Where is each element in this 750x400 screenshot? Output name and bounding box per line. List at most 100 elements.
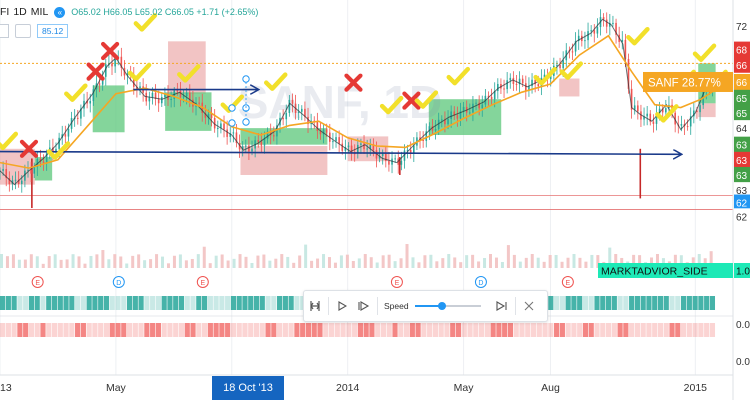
volume-bar (327, 257, 331, 268)
volume-bar (190, 258, 194, 268)
price-level-bg (734, 56, 750, 73)
event-marker-label: E (35, 280, 40, 287)
candle (304, 101, 306, 122)
play-icon[interactable] (331, 295, 353, 317)
price-level-bg (734, 89, 750, 106)
indicator-settings-box[interactable] (0, 24, 9, 38)
candle-body (381, 153, 384, 156)
collapse-legend-icon[interactable]: « (54, 6, 66, 18)
event-marker: D (112, 276, 125, 288)
candle-body (347, 145, 350, 148)
volume-bar (23, 259, 27, 268)
candle-body (226, 129, 228, 137)
volume-bar (166, 263, 170, 268)
candle-body (263, 138, 266, 146)
volume-bar (29, 254, 33, 268)
candle (260, 132, 263, 154)
x-tick-label: 2015 (684, 382, 708, 394)
volume-bar (280, 254, 284, 268)
candle-body (335, 137, 337, 142)
x-tick-label: May (106, 382, 127, 394)
x-tick-label: 2014 (336, 382, 360, 394)
volume-bar (238, 254, 242, 268)
side-down-bar (340, 323, 346, 337)
candle-body (487, 95, 490, 97)
candle-body (344, 147, 347, 151)
event-marker: E (561, 276, 574, 288)
candle-body (525, 83, 527, 91)
side-down-bar (386, 323, 392, 337)
candle-body (42, 161, 45, 164)
candle-body (5, 169, 8, 178)
side-up-bar (51, 296, 58, 310)
step-forward-icon[interactable] (353, 295, 375, 317)
speed-slider[interactable] (414, 302, 481, 310)
drawing-handle (242, 118, 250, 126)
candle-body (98, 83, 101, 85)
side-down-bar (196, 323, 202, 337)
candle-body (665, 108, 667, 113)
side-down-bar (554, 323, 560, 337)
volume-bar (202, 246, 206, 268)
candle-body (316, 121, 319, 132)
side-down-bar (317, 323, 323, 337)
side-down-bar (115, 323, 121, 337)
skip-end-icon[interactable] (491, 295, 513, 317)
candle-body (276, 125, 278, 137)
candle-body (350, 145, 353, 154)
close-icon[interactable] (518, 295, 540, 317)
side-down-bar (300, 323, 306, 337)
candle (640, 104, 642, 127)
side-up-bar (294, 296, 300, 310)
candle (612, 15, 614, 27)
candle (111, 55, 113, 76)
symbol-label[interactable]: FI (0, 6, 10, 18)
visibility-icon[interactable] (15, 24, 31, 38)
volume-bar (369, 257, 373, 268)
volume-bar (566, 257, 570, 268)
side-down-bar (259, 323, 265, 337)
side-down-bar (502, 323, 508, 337)
event-marker: E (31, 276, 44, 288)
timeframe-label[interactable]: 1D (13, 6, 27, 18)
side-up-bar (184, 296, 190, 310)
side-down-bar (548, 323, 554, 337)
red-zone-box (559, 78, 580, 97)
candle (518, 71, 521, 93)
side-up-bar (265, 296, 271, 310)
volume-bar (41, 263, 45, 268)
volume-bar (262, 254, 266, 268)
price-level-tag: 63 (734, 151, 750, 168)
volume-bar (107, 259, 111, 268)
volume-bar (339, 255, 343, 268)
side-up-bar (219, 296, 225, 310)
candle-body (58, 137, 60, 149)
candle (232, 127, 235, 143)
side-down-bar (132, 323, 138, 337)
side-down-bar (346, 323, 352, 337)
candle (64, 125, 67, 144)
candle-body (531, 79, 533, 87)
speed-slider-handle[interactable] (438, 302, 447, 310)
candle-body (497, 83, 499, 92)
candle-body (441, 119, 443, 121)
side-up-bar (34, 296, 40, 310)
buy-check-icon (379, 95, 404, 115)
candle-body (148, 97, 151, 102)
volume-bar (214, 255, 218, 268)
side-up-bar (196, 296, 202, 310)
event-marker: D (474, 276, 487, 288)
side-down-bar (559, 323, 565, 337)
candle (525, 75, 527, 100)
candle-body (126, 73, 129, 76)
volume-bar (256, 255, 260, 268)
scissor-icon[interactable] (304, 295, 326, 317)
side-up-bar (565, 296, 571, 310)
price-level-label: 64 (736, 124, 748, 135)
volume-bar (155, 254, 159, 268)
side-up-bar (652, 296, 658, 310)
candle (665, 99, 667, 117)
candle (45, 149, 48, 171)
candle (226, 120, 228, 145)
